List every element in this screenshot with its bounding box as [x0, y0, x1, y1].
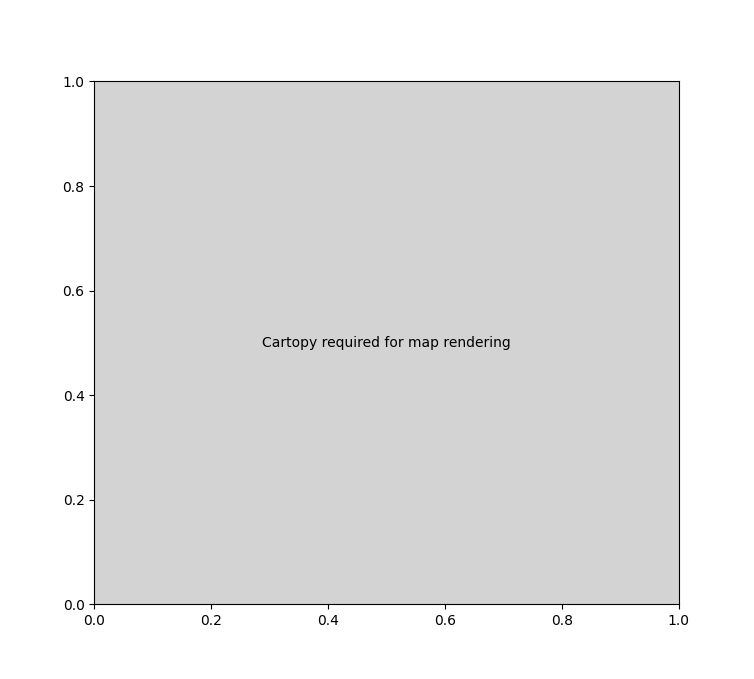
Text: Cartopy required for map rendering: Cartopy required for map rendering [262, 336, 510, 350]
